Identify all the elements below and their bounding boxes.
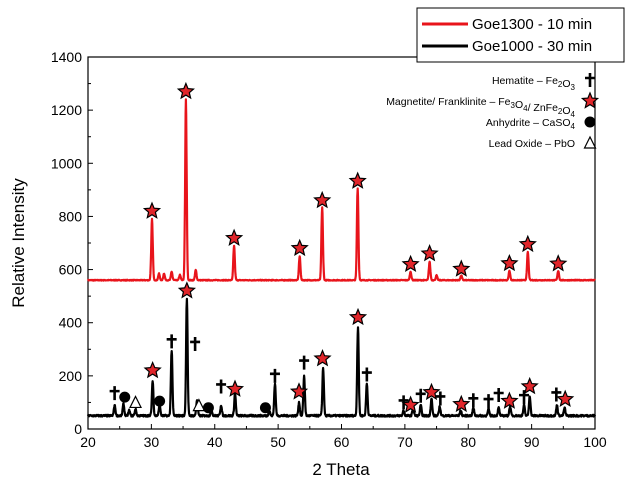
y-tick-label: 1200 <box>51 102 82 118</box>
magnetite-star-marker <box>518 234 537 253</box>
magnetite-star-marker <box>549 254 568 272</box>
subscript: 4 <box>523 104 528 113</box>
key-text-part: O <box>562 78 570 90</box>
series-layer <box>86 98 597 418</box>
phase-key-label: Magnetite/ Franklinite – Fe3O4/ ZnFe2O4 <box>386 96 575 119</box>
hematite-cross-marker <box>435 391 446 406</box>
key-text-part: Lead Oxide – PbO <box>489 138 575 150</box>
y-tick-label: 600 <box>59 262 83 278</box>
subscript: 3 <box>571 83 576 92</box>
magnetite-star-marker <box>500 253 519 272</box>
magnetite-star-marker <box>225 228 244 246</box>
hematite-cross-marker <box>415 388 426 403</box>
legend: Goe1300 - 10 min Goe1000 - 30 min <box>416 7 625 63</box>
subscript: 2 <box>558 107 563 116</box>
magnetite-star-marker <box>289 382 309 400</box>
series-goe1000-line <box>86 297 597 418</box>
magnetite-star-marker <box>177 281 196 299</box>
anhydrite-circle-marker <box>584 116 596 128</box>
subscript: 4 <box>571 110 576 119</box>
y-tick-label: 1400 <box>51 49 82 65</box>
magnetite-star-marker <box>556 389 575 407</box>
key-text-part: Hematite – Fe <box>492 75 558 87</box>
magnetite-star-marker <box>225 379 245 397</box>
axis-layer: 20 30 40 50 60 70 80 90 100020040060080010001200… <box>51 49 607 450</box>
x-axis-label: 2 Theta <box>312 460 370 479</box>
hematite-cross-marker <box>361 367 372 382</box>
magnetite-star-marker <box>142 201 162 219</box>
magnetite-star-marker <box>290 238 309 257</box>
magnetite-star-marker <box>500 391 519 409</box>
hematite-cross-marker <box>468 393 479 408</box>
hematite-cross-marker <box>109 386 120 401</box>
phase-key-label: Lead Oxide – PbO <box>489 138 575 150</box>
subscript: 4 <box>571 122 576 131</box>
phase-key-label: Hematite – Fe2O3 <box>492 75 576 92</box>
magnetite-star-marker <box>401 395 420 413</box>
x-tick-label: 80 <box>460 434 476 450</box>
magnetite-star-marker <box>452 259 471 277</box>
x-tick-label: 40 <box>207 434 223 450</box>
hematite-cross-marker <box>269 368 280 383</box>
magnetite-star-marker <box>580 91 600 109</box>
anhydrite-circle-marker <box>202 402 214 414</box>
y-tick-label: 800 <box>59 208 83 224</box>
marker-layer <box>109 81 575 414</box>
legend-label-goe1000: Goe1000 - 30 min <box>472 38 592 55</box>
key-text-part: O <box>515 99 523 111</box>
magnetite-star-marker <box>420 244 439 262</box>
magnetite-star-marker <box>313 190 332 209</box>
x-tick-label: 90 <box>524 434 540 450</box>
magnetite-star-marker <box>176 81 195 100</box>
legend-label-goe1300: Goe1300 - 10 min <box>472 16 592 33</box>
lead-oxide-triangle-marker <box>129 395 143 409</box>
key-text-part: / ZnFe <box>528 102 559 114</box>
magnetite-star-marker <box>401 254 420 272</box>
plot-frame <box>87 56 596 430</box>
series-goe1300-line <box>86 98 596 282</box>
anhydrite-circle-marker <box>154 395 166 407</box>
hematite-cross-marker <box>493 387 504 402</box>
lead-oxide-triangle-marker <box>192 398 206 412</box>
x-tick-label: 100 <box>583 434 607 450</box>
hematite-cross-marker <box>299 355 310 370</box>
magnetite-star-marker <box>422 382 441 401</box>
y-tick-label: 1000 <box>51 155 82 171</box>
lead-oxide-triangle-marker <box>583 135 597 149</box>
magnetite-star-marker <box>313 349 332 367</box>
y-tick-label: 200 <box>59 368 83 384</box>
anhydrite-circle-marker <box>119 391 131 403</box>
key-text-part: Magnetite/ Franklinite – Fe <box>386 96 510 108</box>
magnetite-star-marker <box>143 360 162 379</box>
hematite-cross-marker <box>585 73 595 87</box>
hematite-cross-marker <box>519 390 530 405</box>
subscript: 2 <box>558 80 563 89</box>
x-tick-label: 20 <box>80 434 96 450</box>
hematite-cross-marker <box>216 379 227 394</box>
hematite-cross-marker <box>483 394 494 409</box>
legend-box <box>416 7 625 63</box>
anhydrite-circle-marker <box>259 402 271 414</box>
magnetite-star-marker <box>348 307 368 326</box>
phase-key-label: Anhydrite – CaSO4 <box>486 117 576 131</box>
y-tick-label: 400 <box>59 315 83 331</box>
magnetite-star-marker <box>452 394 471 413</box>
key-text-part: Anhydrite – CaSO <box>486 117 571 129</box>
hematite-cross-marker <box>551 387 562 402</box>
x-tick-label: 50 <box>270 434 286 450</box>
key-text-part: O <box>562 105 570 117</box>
x-tick-label: 70 <box>397 434 413 450</box>
x-tick-label: 60 <box>334 434 350 450</box>
hematite-cross-marker <box>166 334 177 349</box>
y-axis-label: Relative Intensity <box>9 178 28 308</box>
x-tick-label: 30 <box>144 434 160 450</box>
magnetite-star-marker <box>348 171 367 189</box>
subscript: 3 <box>511 101 516 110</box>
magnetite-star-marker <box>520 376 539 395</box>
hematite-cross-marker <box>190 336 201 351</box>
y-tick-label: 0 <box>74 421 82 437</box>
